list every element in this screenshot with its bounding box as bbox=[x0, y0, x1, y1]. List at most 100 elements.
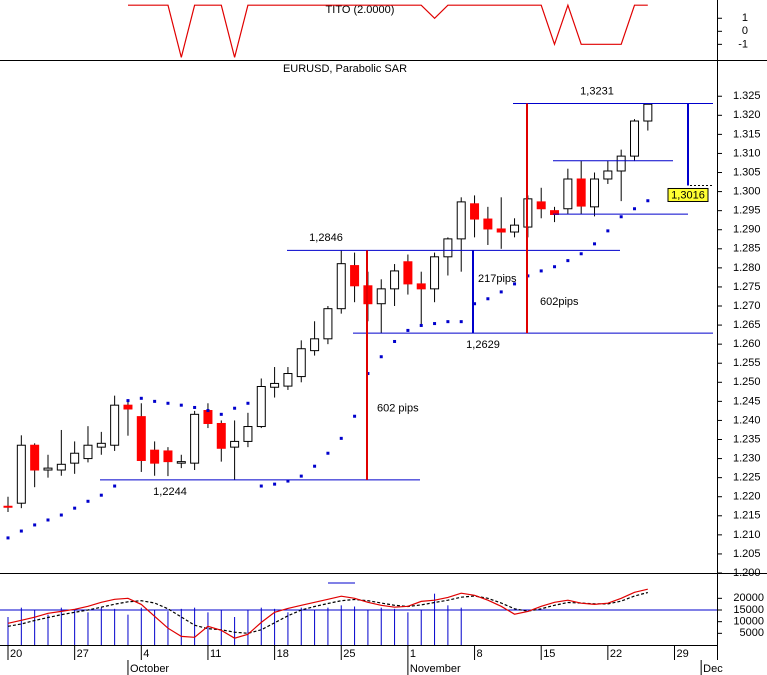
sar-dot bbox=[33, 523, 37, 527]
sar-dot bbox=[286, 479, 290, 483]
y-tick-label: 1.255 bbox=[733, 357, 761, 369]
y-tick-label: 1.245 bbox=[733, 395, 761, 407]
y-tick-label: 1.210 bbox=[733, 529, 761, 541]
candle-body bbox=[630, 120, 640, 157]
candle-body bbox=[643, 103, 653, 122]
level-label: 1,3231 bbox=[580, 85, 614, 97]
last-price-label: 1,3016 bbox=[671, 189, 705, 201]
candle-body bbox=[590, 178, 600, 208]
candle-body bbox=[83, 444, 93, 460]
y-tick-label: 1.295 bbox=[733, 205, 761, 217]
candle-body bbox=[96, 442, 106, 448]
x-tick-label: 18 bbox=[277, 648, 289, 660]
candle-body bbox=[176, 461, 186, 464]
sar-dot bbox=[233, 406, 237, 410]
chart-title: EURUSD, Parabolic SAR bbox=[283, 63, 407, 75]
candle-body bbox=[70, 452, 80, 464]
y-tick-label: 1.250 bbox=[733, 376, 761, 388]
y-tick-label: 1.230 bbox=[733, 452, 761, 464]
candle-body bbox=[390, 270, 400, 290]
y-tick-label: 1.240 bbox=[733, 414, 761, 426]
y-tick-label: 1.235 bbox=[733, 433, 761, 445]
x-tick-label: 11 bbox=[210, 648, 221, 660]
x-tick-label: 8 bbox=[477, 648, 483, 660]
x-tick-label: 1 bbox=[410, 648, 416, 660]
sar-dot bbox=[299, 474, 303, 478]
x-tick-label: 20 bbox=[10, 648, 22, 660]
sar-dot bbox=[593, 242, 597, 246]
y-tick-label: 1.280 bbox=[733, 262, 761, 274]
x-tick-label: 22 bbox=[610, 648, 622, 660]
y-tick-label: 1.310 bbox=[733, 147, 761, 159]
month-label: October bbox=[130, 663, 169, 675]
sar-dot bbox=[139, 396, 143, 400]
candle-body bbox=[190, 413, 200, 464]
measure-label: 602pips bbox=[540, 296, 579, 308]
sar-dot bbox=[73, 506, 77, 510]
candle-body bbox=[603, 170, 613, 180]
candle-body bbox=[336, 263, 346, 310]
candle-body bbox=[576, 178, 586, 207]
candle-body bbox=[496, 228, 506, 233]
sar-dot bbox=[353, 414, 357, 418]
y-tick-label: 1.320 bbox=[733, 109, 761, 121]
sar-dot bbox=[313, 464, 317, 468]
sar-dot bbox=[246, 401, 250, 405]
level-label: 1,2244 bbox=[153, 486, 187, 498]
y-tick-label: 5000 bbox=[740, 627, 764, 639]
sar-dot bbox=[499, 290, 503, 294]
candle-body bbox=[256, 385, 266, 428]
sar-dot bbox=[273, 482, 277, 486]
candle-body bbox=[470, 203, 480, 220]
sar-dot bbox=[406, 328, 410, 332]
y-tick-label: 1.300 bbox=[733, 185, 761, 197]
sar-dot bbox=[539, 269, 543, 273]
sar-dot bbox=[193, 405, 197, 409]
y-tick-label: 10000 bbox=[733, 616, 764, 628]
candle-body bbox=[16, 444, 26, 504]
candle-body bbox=[483, 218, 493, 230]
indicator-line bbox=[128, 3, 648, 58]
sar-dot bbox=[113, 484, 117, 488]
y-tick-label: 0 bbox=[742, 25, 748, 37]
sar-dot bbox=[606, 229, 610, 233]
sar-dot bbox=[99, 493, 103, 497]
candle-body bbox=[136, 416, 146, 461]
x-tick-label: 15 bbox=[543, 648, 555, 660]
sar-dot bbox=[459, 320, 463, 324]
candle-body bbox=[616, 155, 626, 172]
x-tick-label: 27 bbox=[77, 648, 89, 660]
candle-body bbox=[110, 404, 120, 446]
month-label: Dec bbox=[703, 663, 723, 675]
candle-body bbox=[296, 348, 306, 378]
candle-body bbox=[536, 201, 546, 210]
y-tick-label: 1.225 bbox=[733, 472, 761, 484]
sar-dot bbox=[19, 529, 23, 533]
candle-body bbox=[163, 450, 173, 463]
sar-dot bbox=[446, 320, 450, 324]
y-tick-label: 1.290 bbox=[733, 224, 761, 236]
sar-dot bbox=[646, 199, 650, 203]
sar-dot bbox=[433, 322, 437, 326]
sar-dot bbox=[486, 297, 490, 301]
candle-body bbox=[243, 426, 253, 442]
sar-dot bbox=[393, 339, 397, 343]
sar-dot bbox=[179, 403, 183, 407]
sar-dot bbox=[419, 323, 423, 327]
sar-dot bbox=[553, 265, 557, 269]
y-tick-label: 15000 bbox=[733, 604, 764, 616]
sar-dot bbox=[339, 436, 343, 440]
candle-body bbox=[456, 201, 466, 240]
sar-dot bbox=[566, 259, 570, 263]
y-tick-label: -1 bbox=[738, 38, 748, 50]
last-price-box bbox=[667, 187, 709, 202]
month-label: November bbox=[410, 663, 461, 675]
sar-dot bbox=[513, 282, 517, 286]
oscillator-line bbox=[7, 588, 648, 639]
candle-body bbox=[310, 338, 320, 352]
candle-body bbox=[43, 467, 53, 471]
candle-body bbox=[56, 463, 66, 471]
signal-line bbox=[7, 591, 648, 634]
candle-body bbox=[123, 404, 133, 410]
